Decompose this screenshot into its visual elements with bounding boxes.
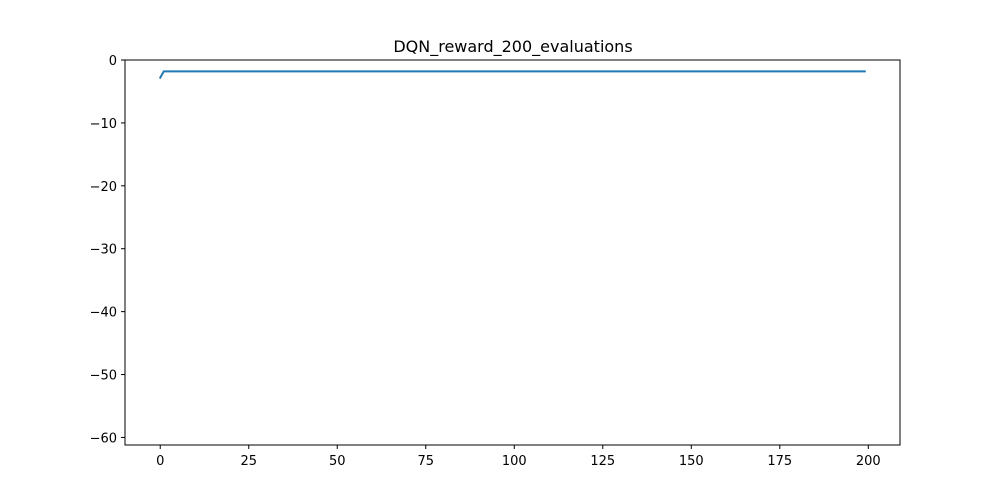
plot-frame (124, 59, 901, 446)
x-tick-label: 0 (156, 454, 164, 469)
x-tick-label: 200 (856, 454, 881, 469)
y-tick-label: −60 (90, 431, 117, 446)
y-tick-label: 0 (109, 54, 117, 69)
x-tick-label: 175 (767, 454, 792, 469)
y-tick-label: −50 (90, 369, 117, 384)
x-tick-label: 150 (679, 454, 704, 469)
x-axis: 0 25 50 75 100 125 150 175 200 (156, 445, 881, 469)
plot-area (124, 59, 901, 446)
series-layer (158, 70, 866, 79)
series-line (158, 70, 866, 79)
x-tick-label: 50 (329, 454, 346, 469)
y-tick-label: −30 (90, 243, 117, 258)
y-tick-label: −10 (90, 117, 117, 132)
x-tick-label: 125 (590, 454, 615, 469)
chart-title: DQN_reward_200_evaluations (393, 37, 632, 57)
y-tick-label: −40 (90, 306, 117, 321)
x-tick-label: 25 (240, 454, 257, 469)
y-tick-label: −20 (90, 180, 117, 195)
y-axis: 0 −10 −20 −30 −40 −50 −60 (90, 54, 125, 446)
x-tick-label: 75 (417, 454, 434, 469)
x-tick-label: 100 (502, 454, 527, 469)
